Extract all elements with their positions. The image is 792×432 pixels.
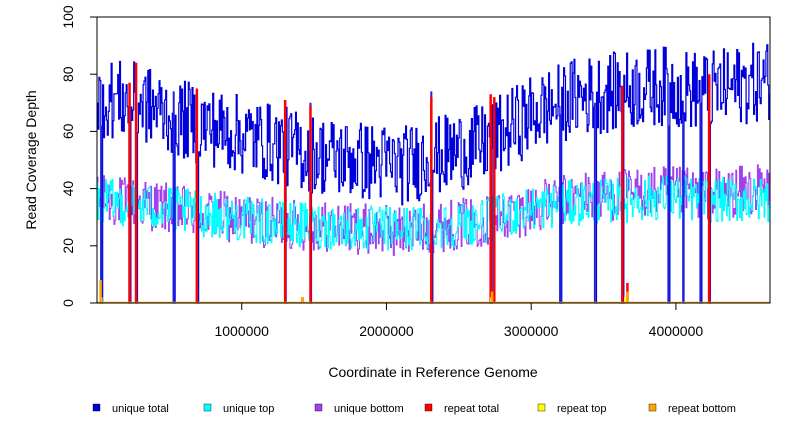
legend-swatch (92, 403, 101, 412)
x-axis-label: Coordinate in Reference Genome (328, 364, 538, 380)
legend-label: repeat bottom (668, 403, 736, 415)
x-tick-label: 2000000 (359, 323, 414, 339)
y-tick-label: 60 (60, 123, 76, 139)
y-tick-label: 20 (60, 238, 76, 254)
y-tick-label: 40 (60, 181, 76, 197)
legend-label: unique bottom (334, 403, 404, 415)
legend-swatch (648, 403, 657, 412)
legend-label: repeat top (557, 403, 607, 415)
legend-swatch (314, 403, 323, 412)
x-axis: 1000000 2000000 3000000 4000000 (214, 303, 703, 339)
plot-area (97, 42, 771, 304)
x-tick-label: 4000000 (649, 323, 704, 339)
legend-swatch (424, 403, 433, 412)
legend: unique total unique top unique bottom repea… (92, 403, 736, 415)
legend-swatch (537, 403, 546, 412)
plot-frame (96, 16, 771, 304)
legend-label: unique total (112, 403, 169, 415)
legend-label: repeat total (444, 403, 499, 415)
unique-top-series (97, 175, 771, 304)
legend-label: unique top (223, 403, 274, 415)
unique-total-series (97, 42, 771, 304)
y-axis: 0 20 40 60 80 100 (60, 5, 97, 307)
legend-swatch (203, 403, 212, 412)
y-axis-label: Read Coverage Depth (23, 90, 39, 229)
x-tick-label: 3000000 (504, 323, 559, 339)
y-tick-label: 0 (60, 299, 76, 307)
x-tick-label: 1000000 (214, 323, 269, 339)
y-tick-label: 80 (60, 66, 76, 82)
y-tick-label: 100 (60, 5, 76, 29)
